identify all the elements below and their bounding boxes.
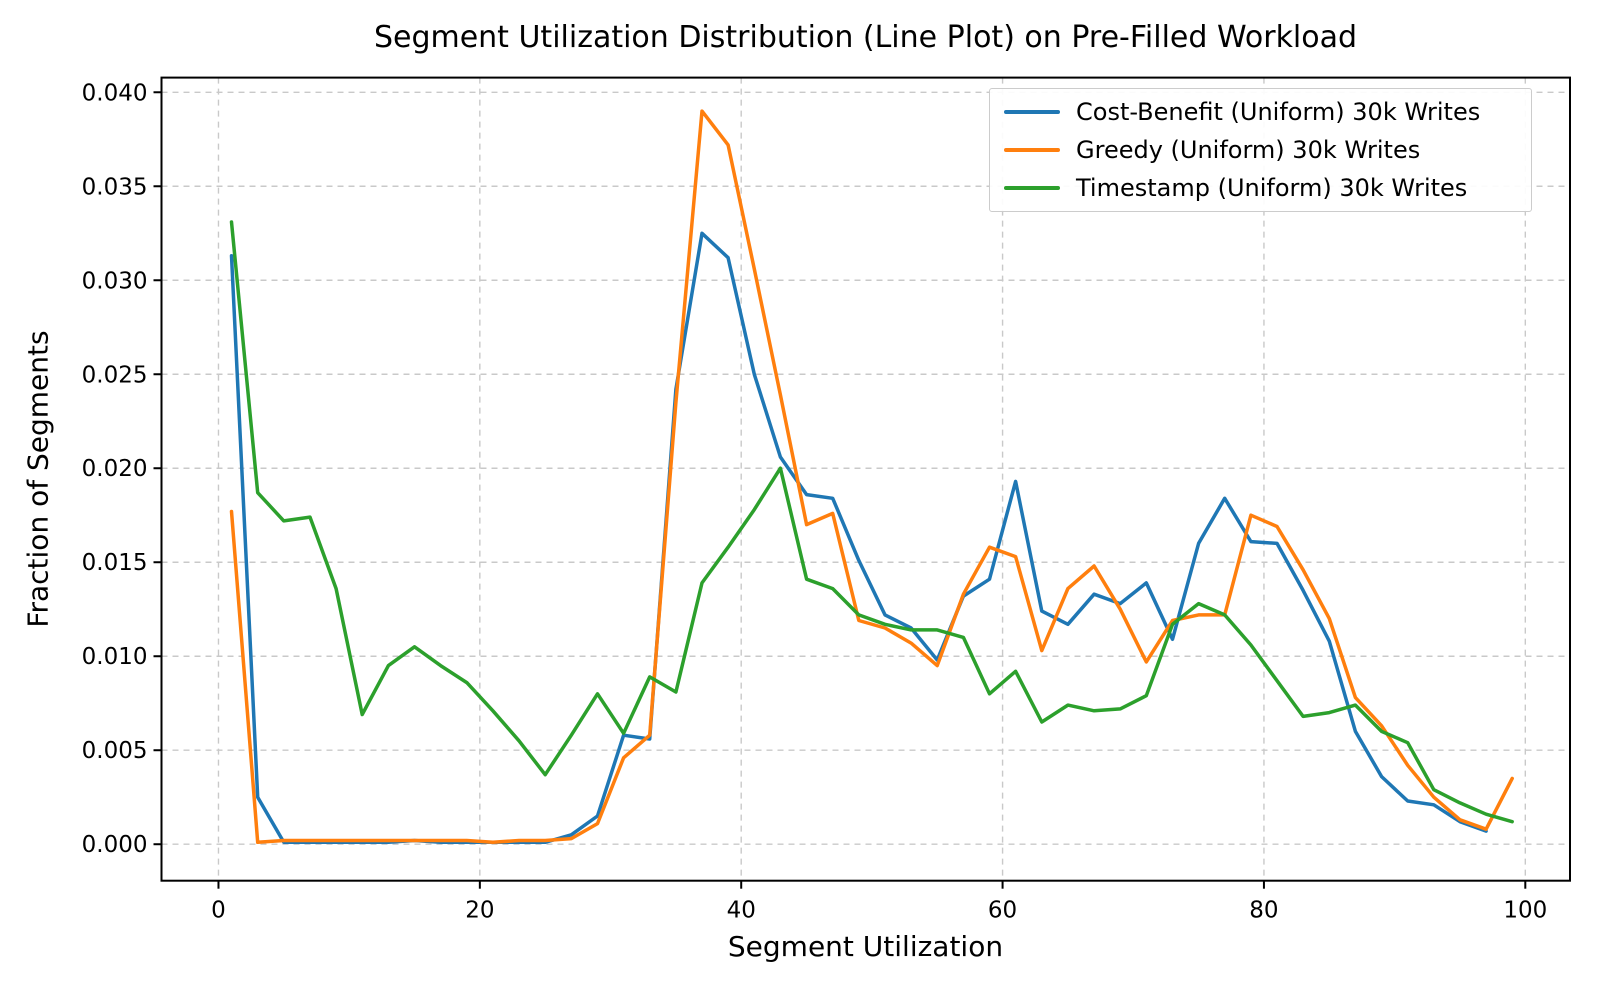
svg-text:0.020: 0.020 — [82, 456, 148, 482]
svg-text:0.030: 0.030 — [82, 268, 148, 294]
svg-text:0.010: 0.010 — [82, 644, 148, 670]
legend-label: Greedy (Uniform) 30k Writes — [1076, 136, 1421, 164]
svg-text:0.025: 0.025 — [82, 362, 148, 388]
svg-text:0.005: 0.005 — [82, 738, 148, 764]
legend-row: Greedy (Uniform) 30k Writes — [1004, 136, 1517, 164]
y-axis-label: Fraction of Segments — [21, 330, 55, 628]
legend-row: Cost-Benefit (Uniform) 30k Writes — [1004, 98, 1517, 126]
svg-text:0: 0 — [211, 898, 226, 924]
svg-text:60: 60 — [988, 898, 1017, 924]
legend: Cost-Benefit (Uniform) 30k Writes Greedy… — [989, 88, 1532, 212]
svg-text:80: 80 — [1249, 898, 1278, 924]
legend-label: Timestamp (Uniform) 30k Writes — [1076, 174, 1468, 202]
svg-text:0.035: 0.035 — [82, 174, 148, 200]
legend-line-greedy — [1004, 148, 1060, 152]
svg-text:0.015: 0.015 — [82, 550, 148, 576]
legend-row: Timestamp (Uniform) 30k Writes — [1004, 174, 1517, 202]
legend-line-cost-benefit — [1004, 110, 1060, 114]
svg-text:40: 40 — [727, 898, 756, 924]
legend-line-timestamp — [1004, 186, 1060, 190]
svg-text:0.000: 0.000 — [82, 832, 148, 858]
svg-text:0.040: 0.040 — [82, 80, 148, 106]
svg-text:20: 20 — [465, 898, 494, 924]
legend-label: Cost-Benefit (Uniform) 30k Writes — [1076, 98, 1481, 126]
x-axis-label: Segment Utilization — [727, 930, 1004, 963]
chart-title: Segment Utilization Distribution (Line P… — [373, 20, 1358, 55]
svg-text:100: 100 — [1503, 898, 1547, 924]
